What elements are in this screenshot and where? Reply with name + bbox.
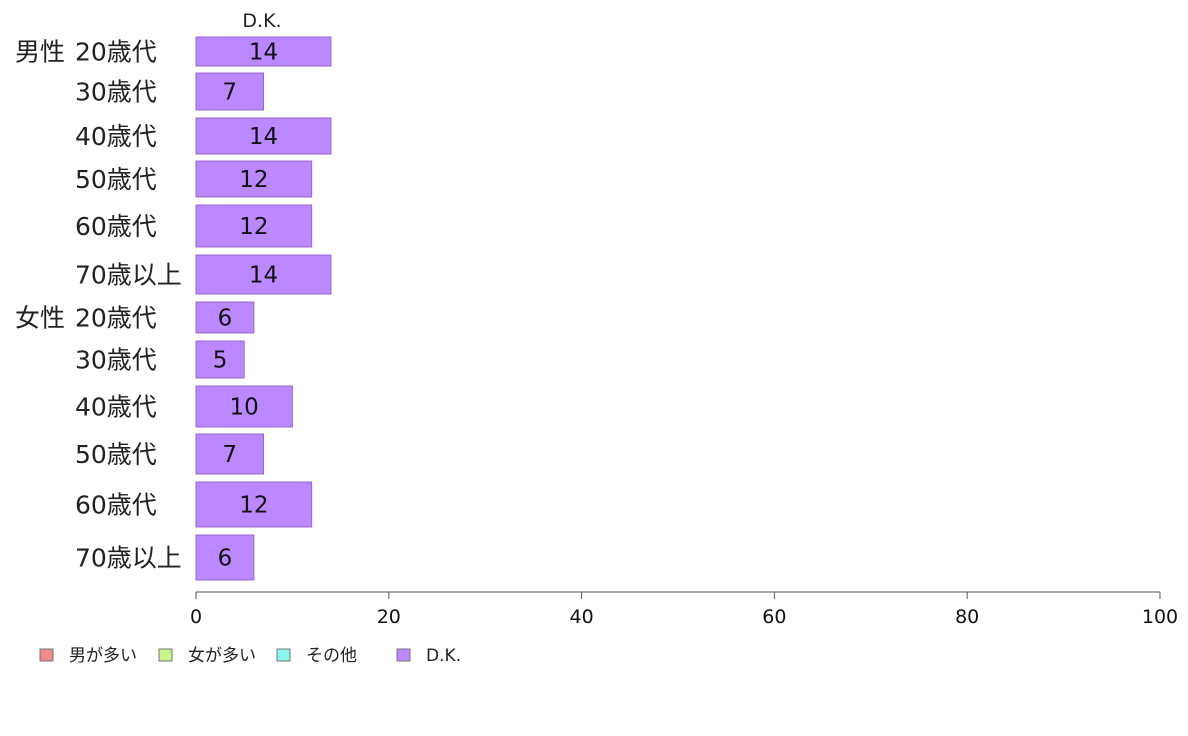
legend-swatch	[39, 648, 54, 662]
category-label: 30歳代	[75, 78, 157, 107]
legend-label: D.K.	[426, 646, 461, 666]
bar-segment	[195, 72, 264, 111]
legend-swatch	[396, 648, 411, 662]
data-label: 14	[249, 263, 278, 289]
x-tick-label: 80	[955, 606, 979, 628]
bar-segment	[195, 36, 332, 67]
bar-segment	[195, 433, 264, 475]
data-label: 12	[239, 167, 268, 193]
x-tick-label: 40	[570, 606, 594, 628]
category-label: 40歳代	[75, 122, 157, 151]
legend: 男が多い 女が多い その他 D.K.	[39, 646, 461, 666]
bar-segment	[195, 385, 293, 428]
legend-swatch	[276, 648, 291, 662]
legend-label: その他	[306, 646, 357, 666]
bar-segment	[195, 340, 245, 379]
bar-segment	[195, 117, 332, 155]
category-label: 70歳以上	[75, 261, 182, 290]
group-label: 男性	[15, 38, 65, 67]
bar-segment	[195, 481, 313, 528]
bar-segment	[195, 204, 313, 248]
data-label: 5	[213, 348, 228, 374]
bar-segment	[195, 534, 255, 581]
group-label: 女性	[15, 304, 65, 333]
data-label: 12	[239, 214, 268, 240]
x-tick-label: 100	[1142, 606, 1178, 628]
data-label: 6	[218, 306, 233, 332]
x-tick-label: 20	[377, 606, 401, 628]
bar-segment	[195, 301, 255, 334]
data-label: 14	[249, 124, 278, 150]
legend-label: 女が多い	[188, 646, 256, 666]
series-header: D.K.	[242, 10, 281, 32]
category-label: 50歳代	[75, 165, 157, 194]
data-label: 14	[249, 40, 278, 66]
category-label: 20歳代	[75, 38, 157, 67]
category-label: 50歳代	[75, 440, 157, 469]
category-label: 60歳代	[75, 212, 157, 241]
category-label: 20歳代	[75, 304, 157, 333]
category-label: 40歳代	[75, 393, 157, 422]
legend-label: 男が多い	[69, 646, 137, 666]
bar-segment	[195, 160, 313, 198]
category-label: 60歳代	[75, 491, 157, 520]
legend-swatch	[158, 648, 173, 662]
data-label: 7	[222, 442, 237, 468]
data-label: 12	[239, 493, 268, 519]
category-label: 30歳代	[75, 346, 157, 375]
x-axis: 0 20 40 60 80 100	[190, 591, 1178, 628]
data-label: 7	[222, 80, 237, 106]
x-tick-label: 0	[190, 606, 202, 628]
category-label: 70歳以上	[75, 544, 182, 573]
data-label: 10	[230, 395, 259, 421]
x-tick-label: 60	[762, 606, 786, 628]
bar-segment	[195, 254, 332, 295]
data-label: 6	[218, 546, 233, 572]
